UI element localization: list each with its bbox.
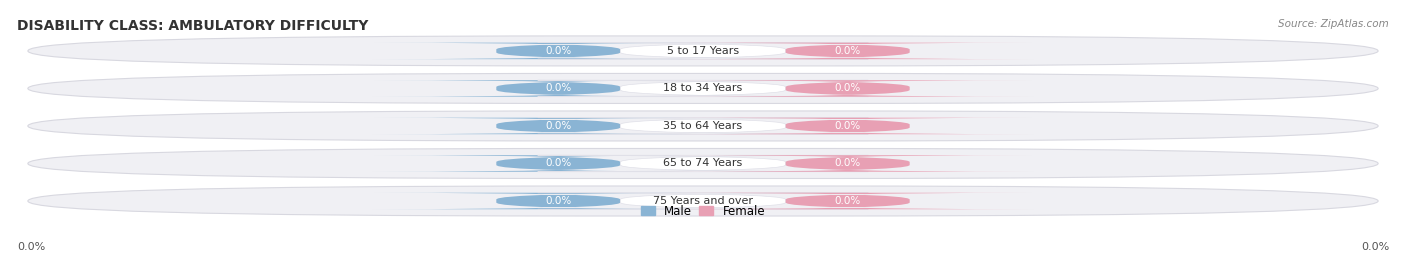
FancyBboxPatch shape xyxy=(662,155,1033,172)
Text: DISABILITY CLASS: AMBULATORY DIFFICULTY: DISABILITY CLASS: AMBULATORY DIFFICULTY xyxy=(17,19,368,33)
Text: 0.0%: 0.0% xyxy=(546,83,571,94)
FancyBboxPatch shape xyxy=(373,193,744,209)
FancyBboxPatch shape xyxy=(28,186,1378,216)
FancyBboxPatch shape xyxy=(373,118,744,134)
Text: 0.0%: 0.0% xyxy=(835,158,860,169)
Text: 0.0%: 0.0% xyxy=(546,121,571,131)
FancyBboxPatch shape xyxy=(662,193,1033,209)
Text: 18 to 34 Years: 18 to 34 Years xyxy=(664,83,742,94)
FancyBboxPatch shape xyxy=(28,73,1378,103)
Text: 5 to 17 Years: 5 to 17 Years xyxy=(666,46,740,56)
Text: 0.0%: 0.0% xyxy=(835,83,860,94)
Text: 75 Years and over: 75 Years and over xyxy=(652,196,754,206)
Text: 0.0%: 0.0% xyxy=(546,196,571,206)
FancyBboxPatch shape xyxy=(28,36,1378,66)
Text: 0.0%: 0.0% xyxy=(1361,242,1389,252)
Text: 0.0%: 0.0% xyxy=(835,46,860,56)
Text: Source: ZipAtlas.com: Source: ZipAtlas.com xyxy=(1278,19,1389,29)
Text: 0.0%: 0.0% xyxy=(17,242,45,252)
FancyBboxPatch shape xyxy=(537,118,869,134)
Text: 65 to 74 Years: 65 to 74 Years xyxy=(664,158,742,169)
Text: 0.0%: 0.0% xyxy=(546,46,571,56)
FancyBboxPatch shape xyxy=(373,80,744,97)
Text: 0.0%: 0.0% xyxy=(546,158,571,169)
Text: 0.0%: 0.0% xyxy=(835,121,860,131)
FancyBboxPatch shape xyxy=(662,43,1033,59)
FancyBboxPatch shape xyxy=(662,118,1033,134)
FancyBboxPatch shape xyxy=(537,193,869,209)
FancyBboxPatch shape xyxy=(537,80,869,97)
FancyBboxPatch shape xyxy=(373,155,744,172)
FancyBboxPatch shape xyxy=(373,43,744,59)
FancyBboxPatch shape xyxy=(537,43,869,59)
FancyBboxPatch shape xyxy=(662,80,1033,97)
FancyBboxPatch shape xyxy=(28,148,1378,178)
FancyBboxPatch shape xyxy=(28,111,1378,141)
Text: 0.0%: 0.0% xyxy=(835,196,860,206)
Text: 35 to 64 Years: 35 to 64 Years xyxy=(664,121,742,131)
FancyBboxPatch shape xyxy=(537,155,869,172)
Legend: Male, Female: Male, Female xyxy=(641,204,765,218)
